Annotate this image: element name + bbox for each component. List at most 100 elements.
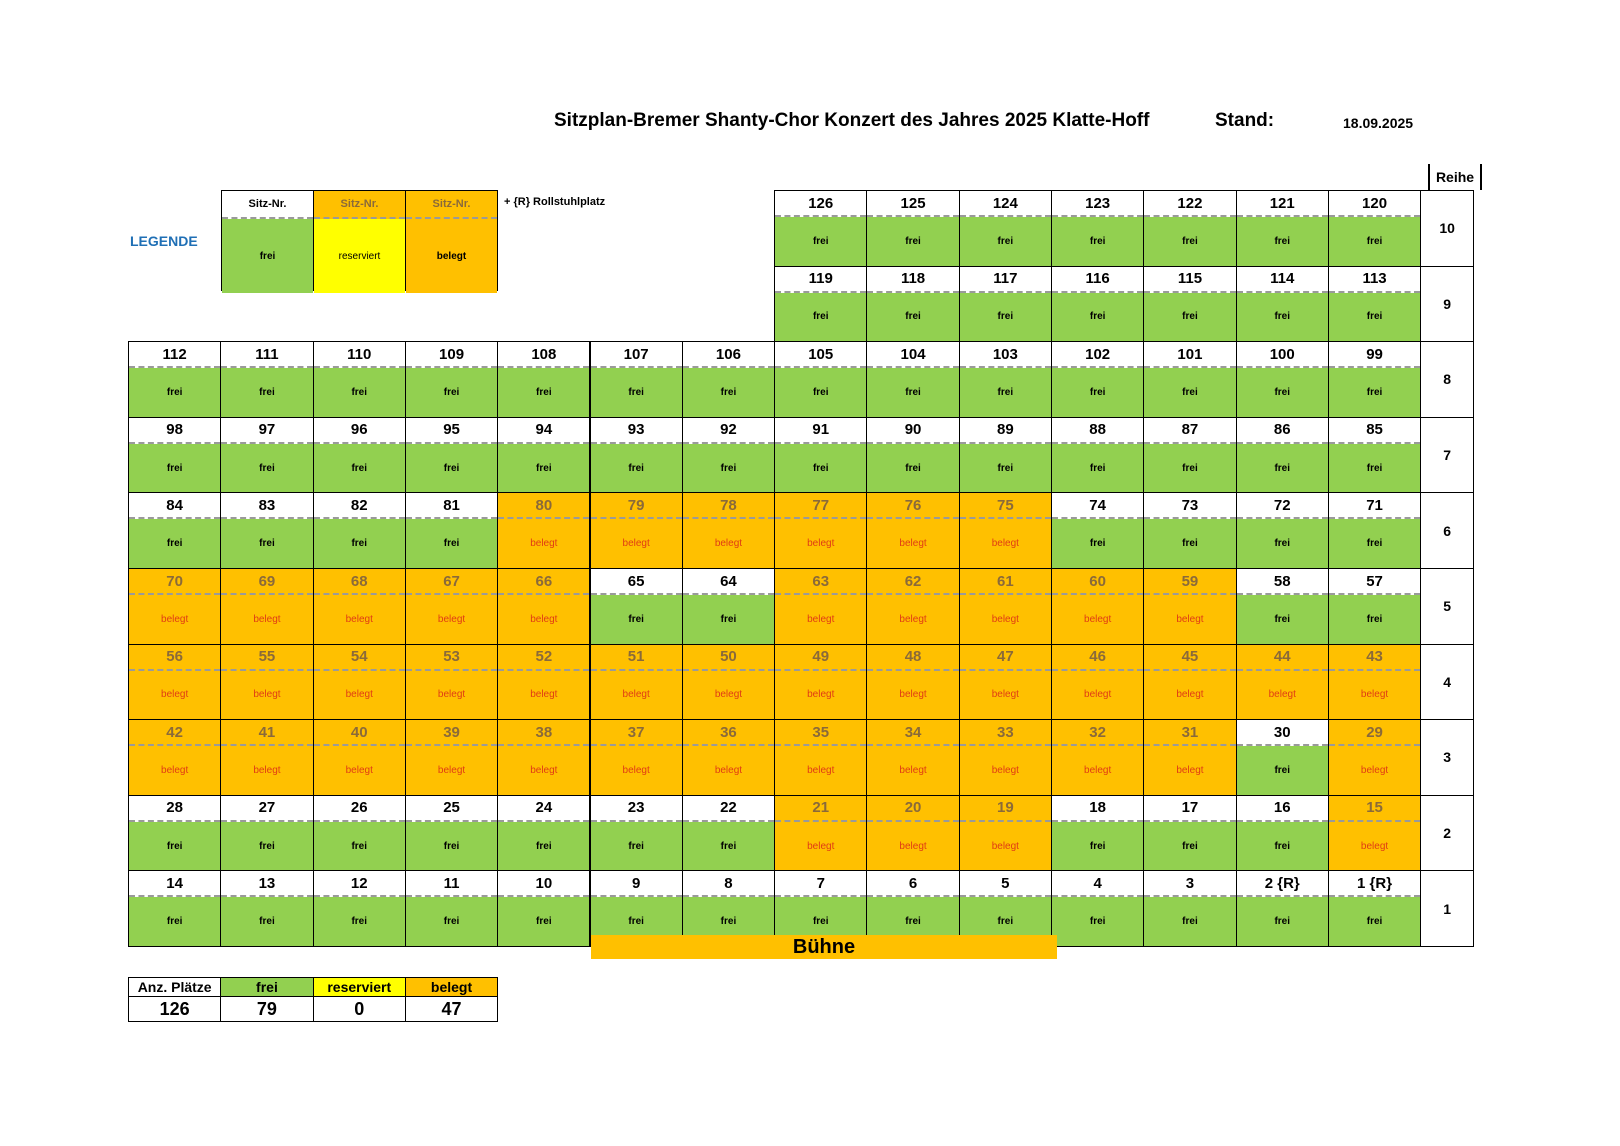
- seat[interactable]: 64 frei: [681, 568, 776, 645]
- seat[interactable]: 88 frei: [1051, 416, 1145, 494]
- seat[interactable]: 77 belegt: [774, 492, 868, 569]
- seat[interactable]: 100 frei: [1235, 341, 1329, 418]
- seat[interactable]: 23 frei: [589, 794, 683, 872]
- seat[interactable]: 25 frei: [404, 794, 499, 872]
- seat[interactable]: 94 frei: [497, 416, 591, 494]
- seat[interactable]: 71 frei: [1327, 492, 1422, 569]
- seat[interactable]: 83 frei: [220, 492, 314, 569]
- seat[interactable]: 117 frei: [958, 265, 1052, 343]
- seat[interactable]: 70 belegt: [128, 568, 222, 645]
- seat[interactable]: 72 frei: [1235, 492, 1329, 569]
- seat[interactable]: 44 belegt: [1235, 643, 1329, 721]
- seat[interactable]: 53 belegt: [404, 643, 499, 721]
- seat[interactable]: 26 frei: [312, 794, 406, 872]
- seat[interactable]: 106 frei: [681, 341, 776, 418]
- seat[interactable]: 56 belegt: [128, 643, 222, 721]
- seat[interactable]: 17 frei: [1143, 794, 1237, 872]
- seat[interactable]: 52 belegt: [497, 643, 591, 721]
- seat[interactable]: 63 belegt: [774, 568, 868, 645]
- seat[interactable]: 8 frei: [681, 870, 776, 947]
- seat[interactable]: 46 belegt: [1051, 643, 1145, 721]
- seat[interactable]: 67 belegt: [404, 568, 499, 645]
- seat[interactable]: 1 {R} frei: [1327, 870, 1422, 947]
- seat[interactable]: 103 frei: [958, 341, 1052, 418]
- seat[interactable]: 38 belegt: [497, 719, 591, 796]
- seat[interactable]: 82 frei: [312, 492, 406, 569]
- seat[interactable]: 7 frei: [774, 870, 868, 947]
- seat[interactable]: 13 frei: [220, 870, 314, 947]
- seat[interactable]: 43 belegt: [1327, 643, 1422, 721]
- seat[interactable]: 85 frei: [1327, 416, 1422, 494]
- seat[interactable]: 104 frei: [866, 341, 960, 418]
- seat[interactable]: 59 belegt: [1143, 568, 1237, 645]
- seat[interactable]: 22 frei: [681, 794, 776, 872]
- seat[interactable]: 125 frei: [866, 190, 960, 267]
- seat[interactable]: 101 frei: [1143, 341, 1237, 418]
- seat[interactable]: 66 belegt: [497, 568, 591, 645]
- seat[interactable]: 61 belegt: [958, 568, 1052, 645]
- seat[interactable]: 105 frei: [774, 341, 868, 418]
- seat[interactable]: 92 frei: [681, 416, 776, 494]
- seat[interactable]: 78 belegt: [681, 492, 776, 569]
- seat[interactable]: 102 frei: [1051, 341, 1145, 418]
- seat[interactable]: 51 belegt: [589, 643, 683, 721]
- seat[interactable]: 4 frei: [1051, 870, 1145, 947]
- seat[interactable]: 93 frei: [589, 416, 683, 494]
- seat[interactable]: 89 frei: [958, 416, 1052, 494]
- seat[interactable]: 122 frei: [1143, 190, 1237, 267]
- seat[interactable]: 84 frei: [128, 492, 222, 569]
- seat[interactable]: 68 belegt: [312, 568, 406, 645]
- seat[interactable]: 15 belegt: [1327, 794, 1422, 872]
- seat[interactable]: 2 {R} frei: [1235, 870, 1329, 947]
- seat[interactable]: 108 frei: [497, 341, 591, 418]
- seat[interactable]: 91 frei: [774, 416, 868, 494]
- seat[interactable]: 96 frei: [312, 416, 406, 494]
- seat[interactable]: 49 belegt: [774, 643, 868, 721]
- seat[interactable]: 32 belegt: [1051, 719, 1145, 796]
- seat[interactable]: 36 belegt: [681, 719, 776, 796]
- seat[interactable]: 55 belegt: [220, 643, 314, 721]
- seat[interactable]: 40 belegt: [312, 719, 406, 796]
- seat[interactable]: 29 belegt: [1327, 719, 1422, 796]
- seat[interactable]: 98 frei: [128, 416, 222, 494]
- seat[interactable]: 97 frei: [220, 416, 314, 494]
- seat[interactable]: 57 frei: [1327, 568, 1422, 645]
- seat[interactable]: 95 frei: [404, 416, 499, 494]
- seat[interactable]: 16 frei: [1235, 794, 1329, 872]
- seat[interactable]: 39 belegt: [404, 719, 499, 796]
- seat[interactable]: 34 belegt: [866, 719, 960, 796]
- seat[interactable]: 114 frei: [1235, 265, 1329, 343]
- seat[interactable]: 73 frei: [1143, 492, 1237, 569]
- seat[interactable]: 65 frei: [589, 568, 683, 645]
- seat[interactable]: 11 frei: [404, 870, 499, 947]
- seat[interactable]: 3 frei: [1143, 870, 1237, 947]
- seat[interactable]: 121 frei: [1235, 190, 1329, 267]
- seat[interactable]: 62 belegt: [866, 568, 960, 645]
- seat[interactable]: 76 belegt: [866, 492, 960, 569]
- seat[interactable]: 9 frei: [589, 870, 683, 947]
- seat[interactable]: 116 frei: [1051, 265, 1145, 343]
- seat[interactable]: 109 frei: [404, 341, 499, 418]
- seat[interactable]: 87 frei: [1143, 416, 1237, 494]
- seat[interactable]: 50 belegt: [681, 643, 776, 721]
- seat[interactable]: 14 frei: [128, 870, 222, 947]
- seat[interactable]: 37 belegt: [589, 719, 683, 796]
- seat[interactable]: 54 belegt: [312, 643, 406, 721]
- seat[interactable]: 120 frei: [1327, 190, 1422, 267]
- seat[interactable]: 48 belegt: [866, 643, 960, 721]
- seat[interactable]: 31 belegt: [1143, 719, 1237, 796]
- seat[interactable]: 10 frei: [497, 870, 591, 947]
- seat[interactable]: 19 belegt: [958, 794, 1052, 872]
- seat[interactable]: 18 frei: [1051, 794, 1145, 872]
- seat[interactable]: 74 frei: [1051, 492, 1145, 569]
- seat[interactable]: 99 frei: [1327, 341, 1422, 418]
- seat[interactable]: 47 belegt: [958, 643, 1052, 721]
- seat[interactable]: 60 belegt: [1051, 568, 1145, 645]
- seat[interactable]: 123 frei: [1051, 190, 1145, 267]
- seat[interactable]: 79 belegt: [589, 492, 683, 569]
- seat[interactable]: 118 frei: [866, 265, 960, 343]
- seat[interactable]: 110 frei: [312, 341, 406, 418]
- seat[interactable]: 115 frei: [1143, 265, 1237, 343]
- seat[interactable]: 107 frei: [589, 341, 683, 418]
- seat[interactable]: 30 frei: [1235, 719, 1329, 796]
